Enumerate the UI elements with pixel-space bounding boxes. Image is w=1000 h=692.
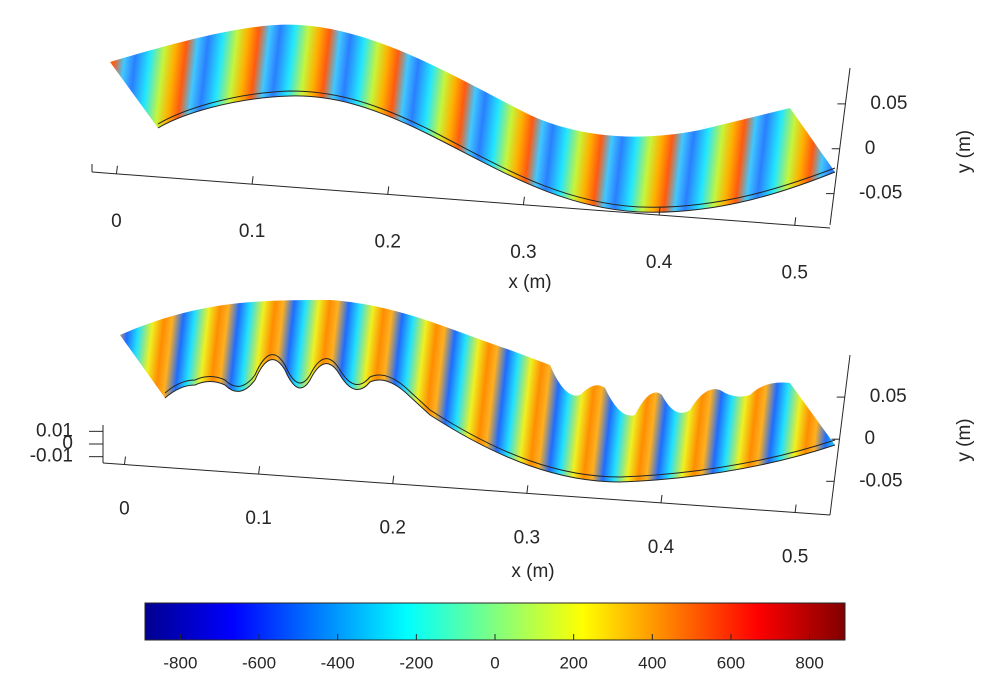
x-tick-label: 0 [111, 211, 122, 232]
colorbar-tick-label: 800 [795, 653, 823, 672]
x-axis-label: x (m) [511, 561, 554, 582]
x-tick [258, 466, 261, 475]
colorbar-tick-label: -800 [163, 653, 197, 672]
x-axis-label: x (m) [508, 272, 551, 293]
colorbar-tick-label: -200 [399, 653, 433, 672]
x-tick-label: 0.4 [648, 537, 675, 558]
y-tick-label: 0.05 [870, 93, 907, 114]
z-tick-label: -0.01 [30, 446, 73, 467]
x-tick [251, 176, 254, 185]
colorbar [144, 602, 846, 641]
surface-1 [110, 24, 836, 213]
colorbar-tick-label: 400 [638, 653, 666, 672]
x-tick [392, 475, 395, 484]
x-axis [91, 171, 831, 229]
y-tick-label: -0.05 [859, 183, 902, 204]
y-axis [829, 354, 851, 516]
colorbar-tick-label: 600 [717, 653, 745, 672]
x-tick [794, 504, 797, 513]
x-tick [794, 217, 797, 226]
colorbar-gradient [144, 602, 846, 641]
x-tick-label: 0.5 [782, 547, 808, 568]
y-axis-label: y (m) [954, 418, 975, 461]
x-tick [387, 186, 390, 195]
x-tick-label: 0.5 [782, 262, 808, 283]
x-tick [658, 206, 661, 216]
x-tick-label: 0.3 [510, 242, 536, 263]
y-tick-label: 0 [865, 138, 876, 159]
y-axis [829, 67, 851, 226]
y-axis-label: y (m) [954, 130, 975, 173]
colorbar-tick-label: 200 [559, 653, 587, 672]
x-tick [522, 196, 525, 205]
x-tick-label: 0.4 [646, 252, 673, 273]
z-tick-label: 0 [62, 433, 73, 454]
x-axis [102, 462, 831, 516]
colorbar-tick-label: -600 [242, 653, 276, 672]
y-tick-label: -0.05 [859, 470, 902, 491]
x-tick-label: 0.2 [375, 231, 401, 252]
x-tick [526, 485, 529, 494]
x-tick-label: 0.1 [245, 508, 271, 529]
x-tick [660, 494, 663, 503]
colorbar-tick-label: -400 [321, 653, 355, 672]
y-tick-label: 0 [864, 428, 875, 449]
x-tick-label: 0 [119, 499, 130, 520]
x-tick-label: 0.3 [514, 527, 540, 548]
x-tick [123, 456, 126, 465]
x-tick [115, 165, 118, 174]
x-tick-label: 0.2 [380, 518, 406, 539]
surface-2 [120, 300, 836, 483]
colorbar-tick-label: 0 [490, 653, 499, 672]
x-tick-label: 0.1 [239, 221, 265, 242]
y-tick-label: 0.05 [870, 386, 907, 407]
z-tick-label: 0.01 [36, 420, 73, 441]
